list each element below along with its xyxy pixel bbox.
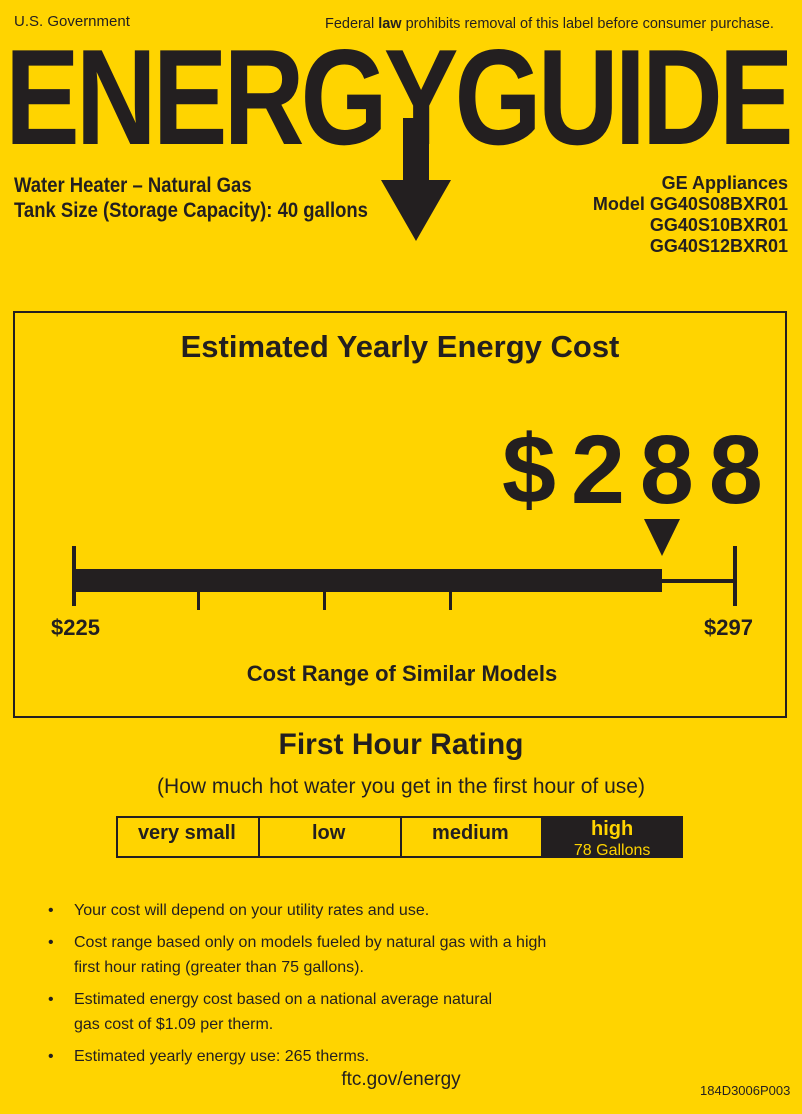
svg-text:Cost Range of Similar Models: Cost Range of Similar Models: [247, 661, 558, 686]
svg-text:$297: $297: [704, 615, 753, 640]
svg-text:$225: $225: [51, 615, 100, 640]
